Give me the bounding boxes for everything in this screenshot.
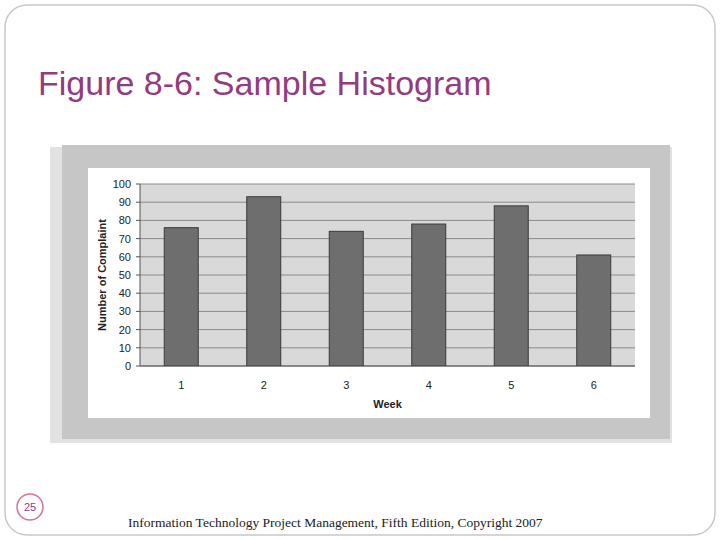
y-tick bbox=[136, 329, 140, 330]
y-tick-label: 0 bbox=[125, 360, 131, 372]
y-axis-label: Number of Complaint bbox=[96, 219, 108, 331]
y-tick bbox=[136, 293, 140, 294]
y-tick bbox=[136, 366, 140, 367]
title: Figure 8-6: Sample Histogram bbox=[38, 64, 492, 102]
y-tick-label: 20 bbox=[119, 324, 131, 336]
chart-bg bbox=[62, 145, 670, 439]
x-axis bbox=[140, 366, 635, 367]
y-tick-label: 10 bbox=[119, 342, 131, 354]
x-tick-label: 2 bbox=[261, 379, 267, 391]
y-tick bbox=[136, 184, 140, 185]
grid-line bbox=[140, 293, 635, 294]
grid-line bbox=[140, 202, 635, 203]
grid-line bbox=[140, 220, 635, 221]
chart-shadow bbox=[50, 147, 672, 443]
grid-line bbox=[140, 347, 635, 348]
grid-line bbox=[140, 366, 635, 367]
grid-line bbox=[140, 275, 635, 276]
page-badge bbox=[17, 494, 43, 520]
bar bbox=[247, 197, 281, 366]
y-tick-label: 90 bbox=[119, 196, 131, 208]
grid-line bbox=[140, 311, 635, 312]
y-tick-label: 80 bbox=[119, 214, 131, 226]
y-tick bbox=[136, 256, 140, 257]
y-tick bbox=[136, 275, 140, 276]
y-tick-label: 50 bbox=[119, 269, 131, 281]
y-tick bbox=[136, 220, 140, 221]
grid-line bbox=[140, 238, 635, 239]
x-tick-label: 3 bbox=[343, 379, 349, 391]
x-tick-label: 1 bbox=[178, 379, 184, 391]
footer: Information Technology Project Managemen… bbox=[128, 515, 543, 530]
y-tick bbox=[136, 238, 140, 239]
x-tick-label: 5 bbox=[508, 379, 514, 391]
bars bbox=[164, 197, 611, 366]
grid-line bbox=[140, 256, 635, 257]
y-tick bbox=[136, 311, 140, 312]
x-tick-label: 4 bbox=[426, 379, 432, 391]
bar bbox=[412, 224, 446, 366]
x-tick-label: 6 bbox=[591, 379, 597, 391]
x-axis-label: Week bbox=[373, 398, 402, 410]
y-tick-label: 30 bbox=[119, 305, 131, 317]
bar bbox=[164, 228, 198, 366]
y-tick bbox=[136, 202, 140, 203]
grid-line bbox=[140, 184, 635, 185]
page-number: 25 bbox=[24, 501, 36, 513]
y-tick-label: 70 bbox=[119, 233, 131, 245]
grid-line bbox=[140, 329, 635, 330]
bar bbox=[329, 231, 363, 366]
y-tick-label: 40 bbox=[119, 287, 131, 299]
bar bbox=[494, 206, 528, 366]
y-tick bbox=[136, 347, 140, 348]
bar bbox=[577, 255, 611, 366]
y-axis bbox=[140, 184, 141, 366]
slide-frame bbox=[5, 5, 715, 535]
y-tick-label: 100 bbox=[113, 178, 131, 190]
plot-area bbox=[140, 184, 635, 366]
y-tick-label: 60 bbox=[119, 251, 131, 263]
chart-panel bbox=[88, 168, 650, 418]
